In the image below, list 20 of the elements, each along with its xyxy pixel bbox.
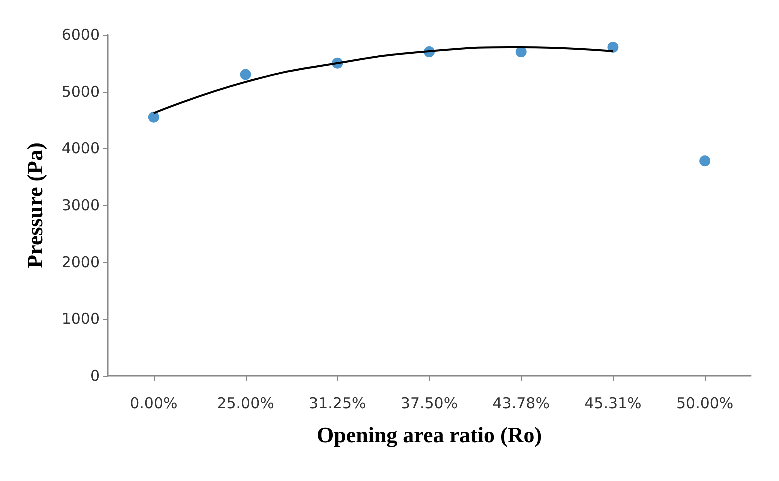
y-tick-label: 4000 [62,140,100,158]
x-tick-label: 43.78% [492,394,550,412]
point [608,42,619,53]
point [148,112,160,123]
y-tick-label: 3000 [62,196,100,214]
x-tick-label: 0.00% [130,394,178,412]
y-tick-label: 0 [90,367,100,385]
x-tick-label: 37.50% [400,394,458,412]
x-tick-label: 50.00% [676,394,734,412]
y-tick-label: 5000 [62,82,100,101]
y-tick-label: 2000 [62,253,100,272]
x-tick-label: 45.31% [584,394,642,412]
y-tick-label: 1000 [62,310,100,328]
x-axis-title: Opening area ratio (Ro) [316,422,542,448]
point [240,69,252,80]
y-axis-title: Pressure (Pa) [22,142,48,268]
point [700,156,711,167]
x-tick-label: 25.00% [217,394,274,412]
x-tick-label: 31.25% [309,394,366,412]
y-tick-label: 6000 [62,26,100,44]
